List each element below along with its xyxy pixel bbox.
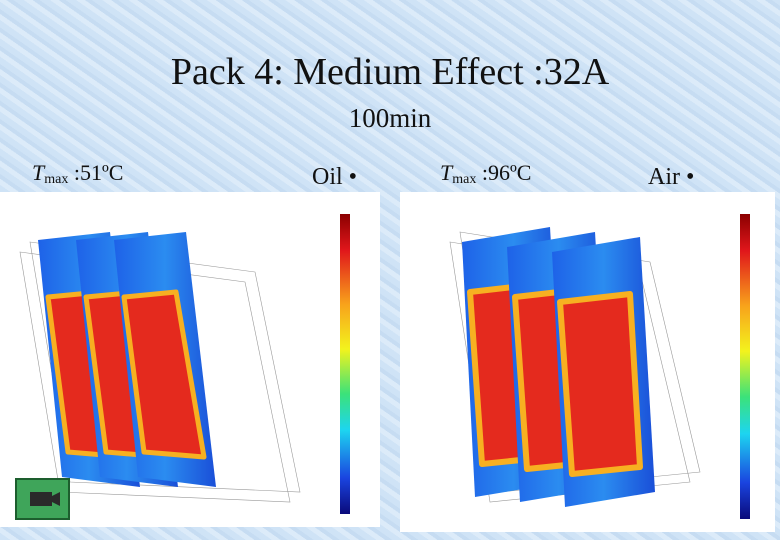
- value: :96ºC: [476, 160, 532, 185]
- tmax-label: Tmax :96ºC: [440, 160, 531, 188]
- slab: [114, 232, 216, 487]
- tmax-label: Tmax :51ºC: [32, 160, 123, 188]
- colorbar: [740, 214, 750, 519]
- slabs: [38, 232, 216, 487]
- colorbar: [340, 214, 350, 514]
- symbol: T: [32, 160, 45, 185]
- camera-button[interactable]: [15, 478, 70, 520]
- slab: [552, 237, 655, 507]
- left-figure: [0, 192, 380, 527]
- symbol: T: [440, 160, 453, 185]
- simulation-plot: [19, 214, 350, 514]
- subscript: max: [452, 172, 477, 187]
- coolant-label: Air •: [648, 164, 695, 190]
- coolant-label: Oil •: [312, 164, 358, 190]
- slide-subtitle: 100min: [348, 103, 432, 133]
- camera-icon: [30, 492, 60, 506]
- slide-title: Pack 4: Medium Effect :32A: [170, 51, 610, 93]
- subscript: max: [44, 172, 69, 187]
- right-figure: [400, 192, 775, 532]
- value: :51ºC: [68, 160, 124, 185]
- simulation-plot: [449, 214, 750, 519]
- slabs: [462, 227, 655, 507]
